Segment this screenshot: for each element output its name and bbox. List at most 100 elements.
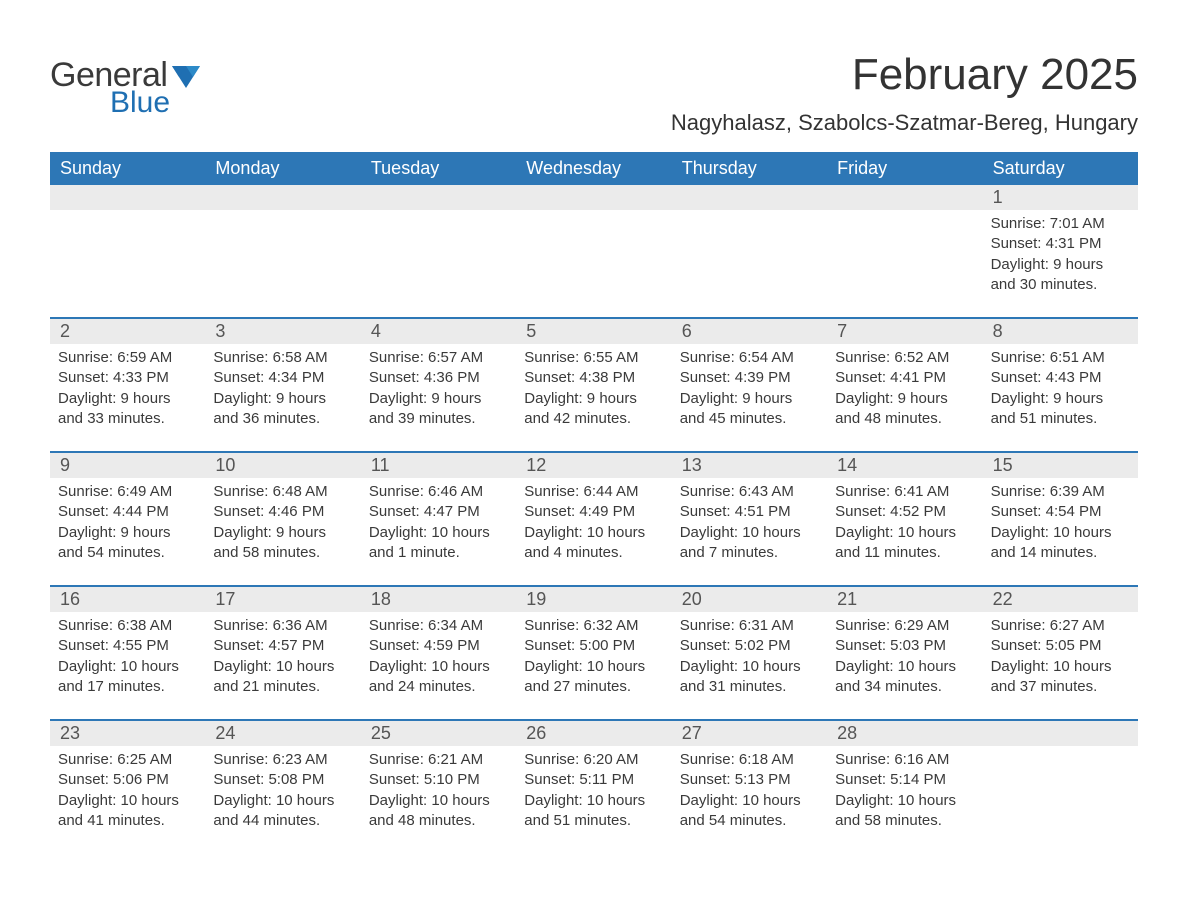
sunset-text: Sunset: 4:36 PM: [369, 368, 508, 388]
sunset-text: Sunset: 4:54 PM: [991, 502, 1130, 522]
day-content: Sunrise: 6:25 AMSunset: 5:06 PMDaylight:…: [50, 746, 205, 831]
weekday-cell: Monday: [205, 152, 360, 185]
daylight-text-2: and 54 minutes.: [58, 543, 197, 563]
sunset-text: Sunset: 4:46 PM: [213, 502, 352, 522]
daylight-text-2: and 44 minutes.: [213, 811, 352, 831]
day-number: 16: [50, 587, 205, 612]
day-content-row: Sunrise: 6:59 AMSunset: 4:33 PMDaylight:…: [50, 344, 1138, 429]
sunrise-text: Sunrise: 6:27 AM: [991, 616, 1130, 636]
daylight-text-2: and 42 minutes.: [524, 409, 663, 429]
daylight-text-1: Daylight: 9 hours: [524, 389, 663, 409]
day-number: 23: [50, 721, 205, 746]
sunset-text: Sunset: 5:11 PM: [524, 770, 663, 790]
weekday-cell: Tuesday: [361, 152, 516, 185]
daylight-text-2: and 48 minutes.: [835, 409, 974, 429]
sunset-text: Sunset: 5:14 PM: [835, 770, 974, 790]
daylight-text-2: and 51 minutes.: [991, 409, 1130, 429]
sunrise-text: Sunrise: 6:48 AM: [213, 482, 352, 502]
daylight-text-2: and 17 minutes.: [58, 677, 197, 697]
daylight-text-2: and 21 minutes.: [213, 677, 352, 697]
weekday-cell: Friday: [827, 152, 982, 185]
day-number-row: 1: [50, 185, 1138, 210]
weeks-container: 1Sunrise: 7:01 AMSunset: 4:31 PMDaylight…: [50, 185, 1138, 831]
sunset-text: Sunset: 5:10 PM: [369, 770, 508, 790]
daylight-text-2: and 54 minutes.: [680, 811, 819, 831]
weekday-header: SundayMondayTuesdayWednesdayThursdayFrid…: [50, 152, 1138, 185]
month-title: February 2025: [671, 50, 1138, 100]
daylight-text-2: and 31 minutes.: [680, 677, 819, 697]
day-content: [827, 210, 982, 295]
day-number: 13: [672, 453, 827, 478]
sunrise-text: Sunrise: 6:20 AM: [524, 750, 663, 770]
day-number: 24: [205, 721, 360, 746]
day-number-row: 232425262728: [50, 721, 1138, 746]
day-content: Sunrise: 6:48 AMSunset: 4:46 PMDaylight:…: [205, 478, 360, 563]
location: Nagyhalasz, Szabolcs-Szatmar-Bereg, Hung…: [671, 110, 1138, 136]
daylight-text-1: Daylight: 10 hours: [680, 657, 819, 677]
week-block: 16171819202122Sunrise: 6:38 AMSunset: 4:…: [50, 585, 1138, 697]
calendar: SundayMondayTuesdayWednesdayThursdayFrid…: [50, 152, 1138, 831]
sunrise-text: Sunrise: 6:18 AM: [680, 750, 819, 770]
daylight-text-2: and 24 minutes.: [369, 677, 508, 697]
sunset-text: Sunset: 4:41 PM: [835, 368, 974, 388]
title-block: February 2025 Nagyhalasz, Szabolcs-Szatm…: [671, 50, 1138, 136]
sunrise-text: Sunrise: 7:01 AM: [991, 214, 1130, 234]
sunrise-text: Sunrise: 6:44 AM: [524, 482, 663, 502]
daylight-text-2: and 48 minutes.: [369, 811, 508, 831]
flag-icon: [172, 66, 200, 93]
sunrise-text: Sunrise: 6:31 AM: [680, 616, 819, 636]
sunrise-text: Sunrise: 6:21 AM: [369, 750, 508, 770]
daylight-text-1: Daylight: 10 hours: [835, 523, 974, 543]
day-content: [50, 210, 205, 295]
day-number: [361, 185, 516, 210]
day-content: Sunrise: 6:27 AMSunset: 5:05 PMDaylight:…: [983, 612, 1138, 697]
sunset-text: Sunset: 5:02 PM: [680, 636, 819, 656]
daylight-text-1: Daylight: 10 hours: [680, 523, 819, 543]
daylight-text-1: Daylight: 9 hours: [835, 389, 974, 409]
daylight-text-2: and 4 minutes.: [524, 543, 663, 563]
sunset-text: Sunset: 4:34 PM: [213, 368, 352, 388]
day-content: Sunrise: 6:55 AMSunset: 4:38 PMDaylight:…: [516, 344, 671, 429]
daylight-text-1: Daylight: 9 hours: [58, 389, 197, 409]
daylight-text-1: Daylight: 10 hours: [213, 791, 352, 811]
sunrise-text: Sunrise: 6:41 AM: [835, 482, 974, 502]
header: General Blue February 2025 Nagyhalasz, S…: [50, 50, 1138, 136]
day-number: 17: [205, 587, 360, 612]
day-content: Sunrise: 6:52 AMSunset: 4:41 PMDaylight:…: [827, 344, 982, 429]
sunset-text: Sunset: 5:08 PM: [213, 770, 352, 790]
day-content: Sunrise: 6:21 AMSunset: 5:10 PMDaylight:…: [361, 746, 516, 831]
day-content: Sunrise: 6:51 AMSunset: 4:43 PMDaylight:…: [983, 344, 1138, 429]
sunrise-text: Sunrise: 6:59 AM: [58, 348, 197, 368]
sunrise-text: Sunrise: 6:34 AM: [369, 616, 508, 636]
day-number-row: 9101112131415: [50, 453, 1138, 478]
day-number: 26: [516, 721, 671, 746]
daylight-text-1: Daylight: 9 hours: [680, 389, 819, 409]
day-number: 10: [205, 453, 360, 478]
daylight-text-1: Daylight: 10 hours: [369, 657, 508, 677]
sunset-text: Sunset: 4:43 PM: [991, 368, 1130, 388]
daylight-text-2: and 58 minutes.: [835, 811, 974, 831]
day-content: Sunrise: 6:16 AMSunset: 5:14 PMDaylight:…: [827, 746, 982, 831]
day-content: Sunrise: 6:54 AMSunset: 4:39 PMDaylight:…: [672, 344, 827, 429]
daylight-text-2: and 34 minutes.: [835, 677, 974, 697]
sunrise-text: Sunrise: 6:54 AM: [680, 348, 819, 368]
daylight-text-1: Daylight: 10 hours: [991, 523, 1130, 543]
day-number: 1: [983, 185, 1138, 210]
daylight-text-1: Daylight: 10 hours: [58, 657, 197, 677]
daylight-text-1: Daylight: 10 hours: [58, 791, 197, 811]
day-number: 25: [361, 721, 516, 746]
day-number: 15: [983, 453, 1138, 478]
day-content-row: Sunrise: 7:01 AMSunset: 4:31 PMDaylight:…: [50, 210, 1138, 295]
sunset-text: Sunset: 4:59 PM: [369, 636, 508, 656]
daylight-text-1: Daylight: 9 hours: [369, 389, 508, 409]
day-content-row: Sunrise: 6:49 AMSunset: 4:44 PMDaylight:…: [50, 478, 1138, 563]
day-content: Sunrise: 6:43 AMSunset: 4:51 PMDaylight:…: [672, 478, 827, 563]
daylight-text-1: Daylight: 10 hours: [213, 657, 352, 677]
daylight-text-1: Daylight: 10 hours: [835, 791, 974, 811]
day-number: 9: [50, 453, 205, 478]
daylight-text-2: and 1 minute.: [369, 543, 508, 563]
daylight-text-1: Daylight: 10 hours: [524, 523, 663, 543]
sunset-text: Sunset: 4:55 PM: [58, 636, 197, 656]
day-number: 11: [361, 453, 516, 478]
sunset-text: Sunset: 4:52 PM: [835, 502, 974, 522]
